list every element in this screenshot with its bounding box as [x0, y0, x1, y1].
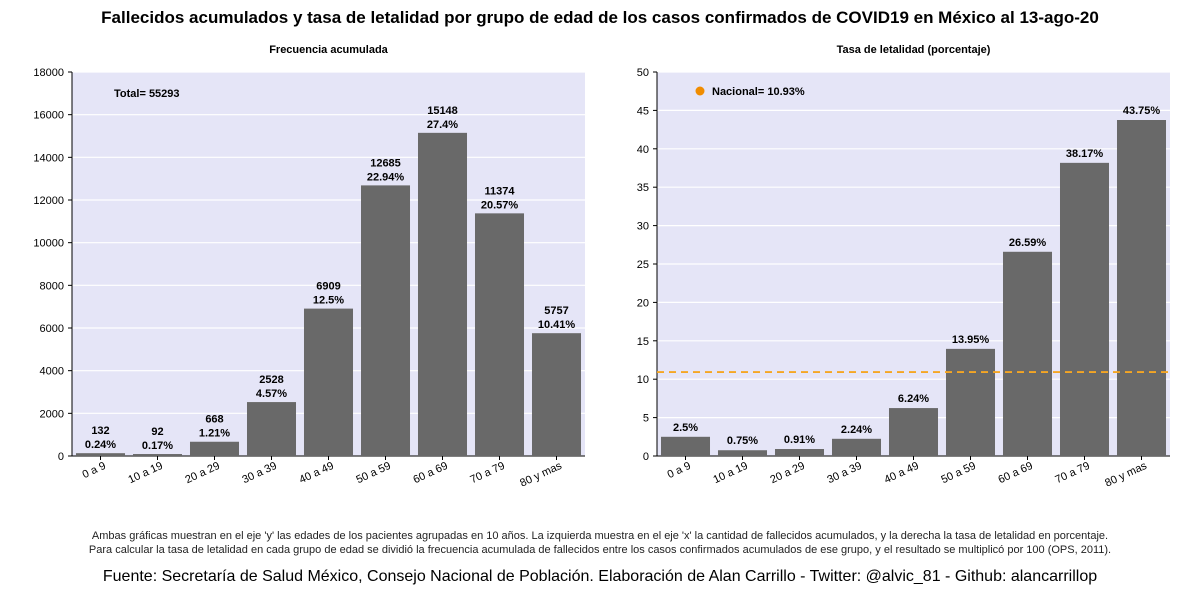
right-x-tick-label: 30 a 39 — [825, 460, 863, 486]
right-x-tick-label: 50 a 59 — [939, 460, 977, 486]
right-legend-marker — [695, 86, 705, 96]
left-bar-value-label: 2528 — [259, 374, 283, 386]
left-y-tick-label: 0 — [58, 451, 64, 463]
left-x-tick-label: 70 a 79 — [468, 460, 506, 486]
left-y-tick-label: 14000 — [33, 152, 64, 164]
left-bar-value-label: 12685 — [370, 157, 401, 169]
left-x-tick-label: 50 a 59 — [354, 460, 392, 486]
right-bar — [1116, 120, 1167, 456]
left-bar-percent-label: 4.57% — [256, 388, 287, 400]
left-bar-percent-label: 27.4% — [427, 119, 458, 131]
charts-canvas: 0 2000 4000 6000 8000 10000 12000 14000 16000 180… — [33, 44, 1170, 490]
right-y-tick-label: 45 — [637, 105, 649, 117]
left-bar — [474, 213, 525, 456]
right-bar — [660, 436, 711, 456]
note-line-2: Para calcular la tasa de letalidad en ca… — [88, 544, 1112, 556]
right-legend-label: Nacional= 10.93% — [712, 86, 805, 98]
left-bar-percent-label: 0.17% — [142, 440, 173, 452]
right-bar-value-label: 0.91% — [784, 434, 815, 446]
left-chart-title: Frecuencia acumulada — [269, 44, 388, 56]
right-y-tick-label: 15 — [637, 336, 649, 348]
left-total-annotation: Total= 55293 — [114, 88, 180, 100]
left-x-tick-label: 60 a 69 — [411, 460, 449, 486]
right-bar-value-label: 26.59% — [1009, 237, 1047, 249]
left-bar-value-label: 6909 — [316, 281, 340, 293]
right-x-tick-label: 20 a 29 — [768, 460, 806, 486]
right-bar-value-label: 38.17% — [1066, 148, 1104, 160]
right-x-tick-label: 70 a 79 — [1053, 460, 1091, 486]
left-y-tick-label: 16000 — [33, 110, 64, 122]
left-x-tick-label: 10 a 19 — [126, 460, 164, 486]
left-x-tick-label: 40 a 49 — [297, 460, 335, 486]
left-bar-value-label: 668 — [205, 414, 223, 426]
left-bar — [189, 441, 240, 456]
right-bar-value-label: 2.5% — [673, 422, 698, 434]
right-x-tick-label: 0 a 9 — [666, 460, 693, 481]
right-bar-value-label: 2.24% — [841, 424, 872, 436]
left-bar-percent-label: 10.41% — [538, 319, 576, 331]
right-x-tick-label: 80 y mas — [1103, 460, 1149, 490]
left-bar — [303, 308, 354, 456]
note-line-1: Ambas gráficas muestran en el eje 'y' la… — [91, 530, 1109, 542]
left-bar-percent-label: 20.57% — [481, 199, 519, 211]
right-y-tick-label: 50 — [637, 67, 649, 79]
right-y-tick-label: 0 — [643, 451, 649, 463]
left-bar-value-label: 5757 — [544, 305, 568, 317]
left-bar — [246, 402, 297, 456]
left-bar — [132, 454, 183, 456]
right-y-tick-label: 25 — [637, 259, 649, 271]
left-x-tick-label: 30 a 39 — [240, 460, 278, 486]
right-bar — [774, 449, 825, 456]
right-y-tick-label: 20 — [637, 297, 649, 309]
right-bar — [1002, 251, 1053, 456]
left-bar-value-label: 11374 — [485, 185, 516, 197]
right-bar-value-label: 13.95% — [952, 334, 990, 346]
left-bar-value-label: 92 — [151, 426, 163, 438]
right-y-tick-label: 10 — [637, 374, 649, 386]
right-x-tick-label: 60 a 69 — [996, 460, 1034, 486]
right-bar — [888, 408, 939, 456]
left-bar-percent-label: 1.21% — [199, 428, 230, 440]
right-y-tick-label: 5 — [643, 413, 649, 425]
left-y-tick-label: 12000 — [33, 195, 64, 207]
right-bar — [717, 450, 768, 456]
right-bar-value-label: 0.75% — [727, 435, 758, 447]
right-y-tick-label: 30 — [637, 221, 649, 233]
left-y-tick-label: 10000 — [33, 238, 64, 250]
left-bar — [360, 185, 411, 457]
right-y-tick-label: 40 — [637, 144, 649, 156]
right-bar-value-label: 6.24% — [898, 393, 929, 405]
right-x-tick-label: 40 a 49 — [882, 460, 920, 486]
left-bar — [417, 132, 468, 457]
left-y-tick-label: 2000 — [40, 408, 64, 420]
left-x-tick-label: 80 y mas — [518, 460, 564, 490]
left-bar-value-label: 132 — [91, 425, 109, 437]
left-x-tick-label: 0 a 9 — [81, 460, 108, 481]
left-bar — [75, 453, 126, 456]
right-y-tick-label: 35 — [637, 182, 649, 194]
left-bar-value-label: 15148 — [427, 105, 458, 117]
right-bar — [1059, 162, 1110, 456]
left-bar-percent-label: 0.24% — [85, 439, 116, 451]
right-x-tick-label: 10 a 19 — [711, 460, 749, 486]
right-bar — [831, 438, 882, 456]
left-bar — [531, 333, 582, 456]
left-y-tick-label: 4000 — [40, 366, 64, 378]
left-y-tick-label: 6000 — [40, 323, 64, 335]
left-x-tick-label: 20 a 29 — [183, 460, 221, 486]
right-bar — [945, 348, 996, 456]
left-y-tick-label: 18000 — [33, 67, 64, 79]
source-footer: Fuente: Secretaría de Salud México, Cons… — [102, 568, 1098, 585]
right-bar-value-label: 43.75% — [1123, 105, 1161, 117]
left-bar-percent-label: 12.5% — [313, 295, 344, 307]
left-y-tick-label: 8000 — [40, 280, 64, 292]
left-bar-percent-label: 22.94% — [367, 171, 405, 183]
right-chart-title: Tasa de letalidad (porcentaje) — [837, 44, 991, 56]
chart-main-title: Fallecidos acumulados y tasa de letalida… — [101, 8, 1099, 27]
